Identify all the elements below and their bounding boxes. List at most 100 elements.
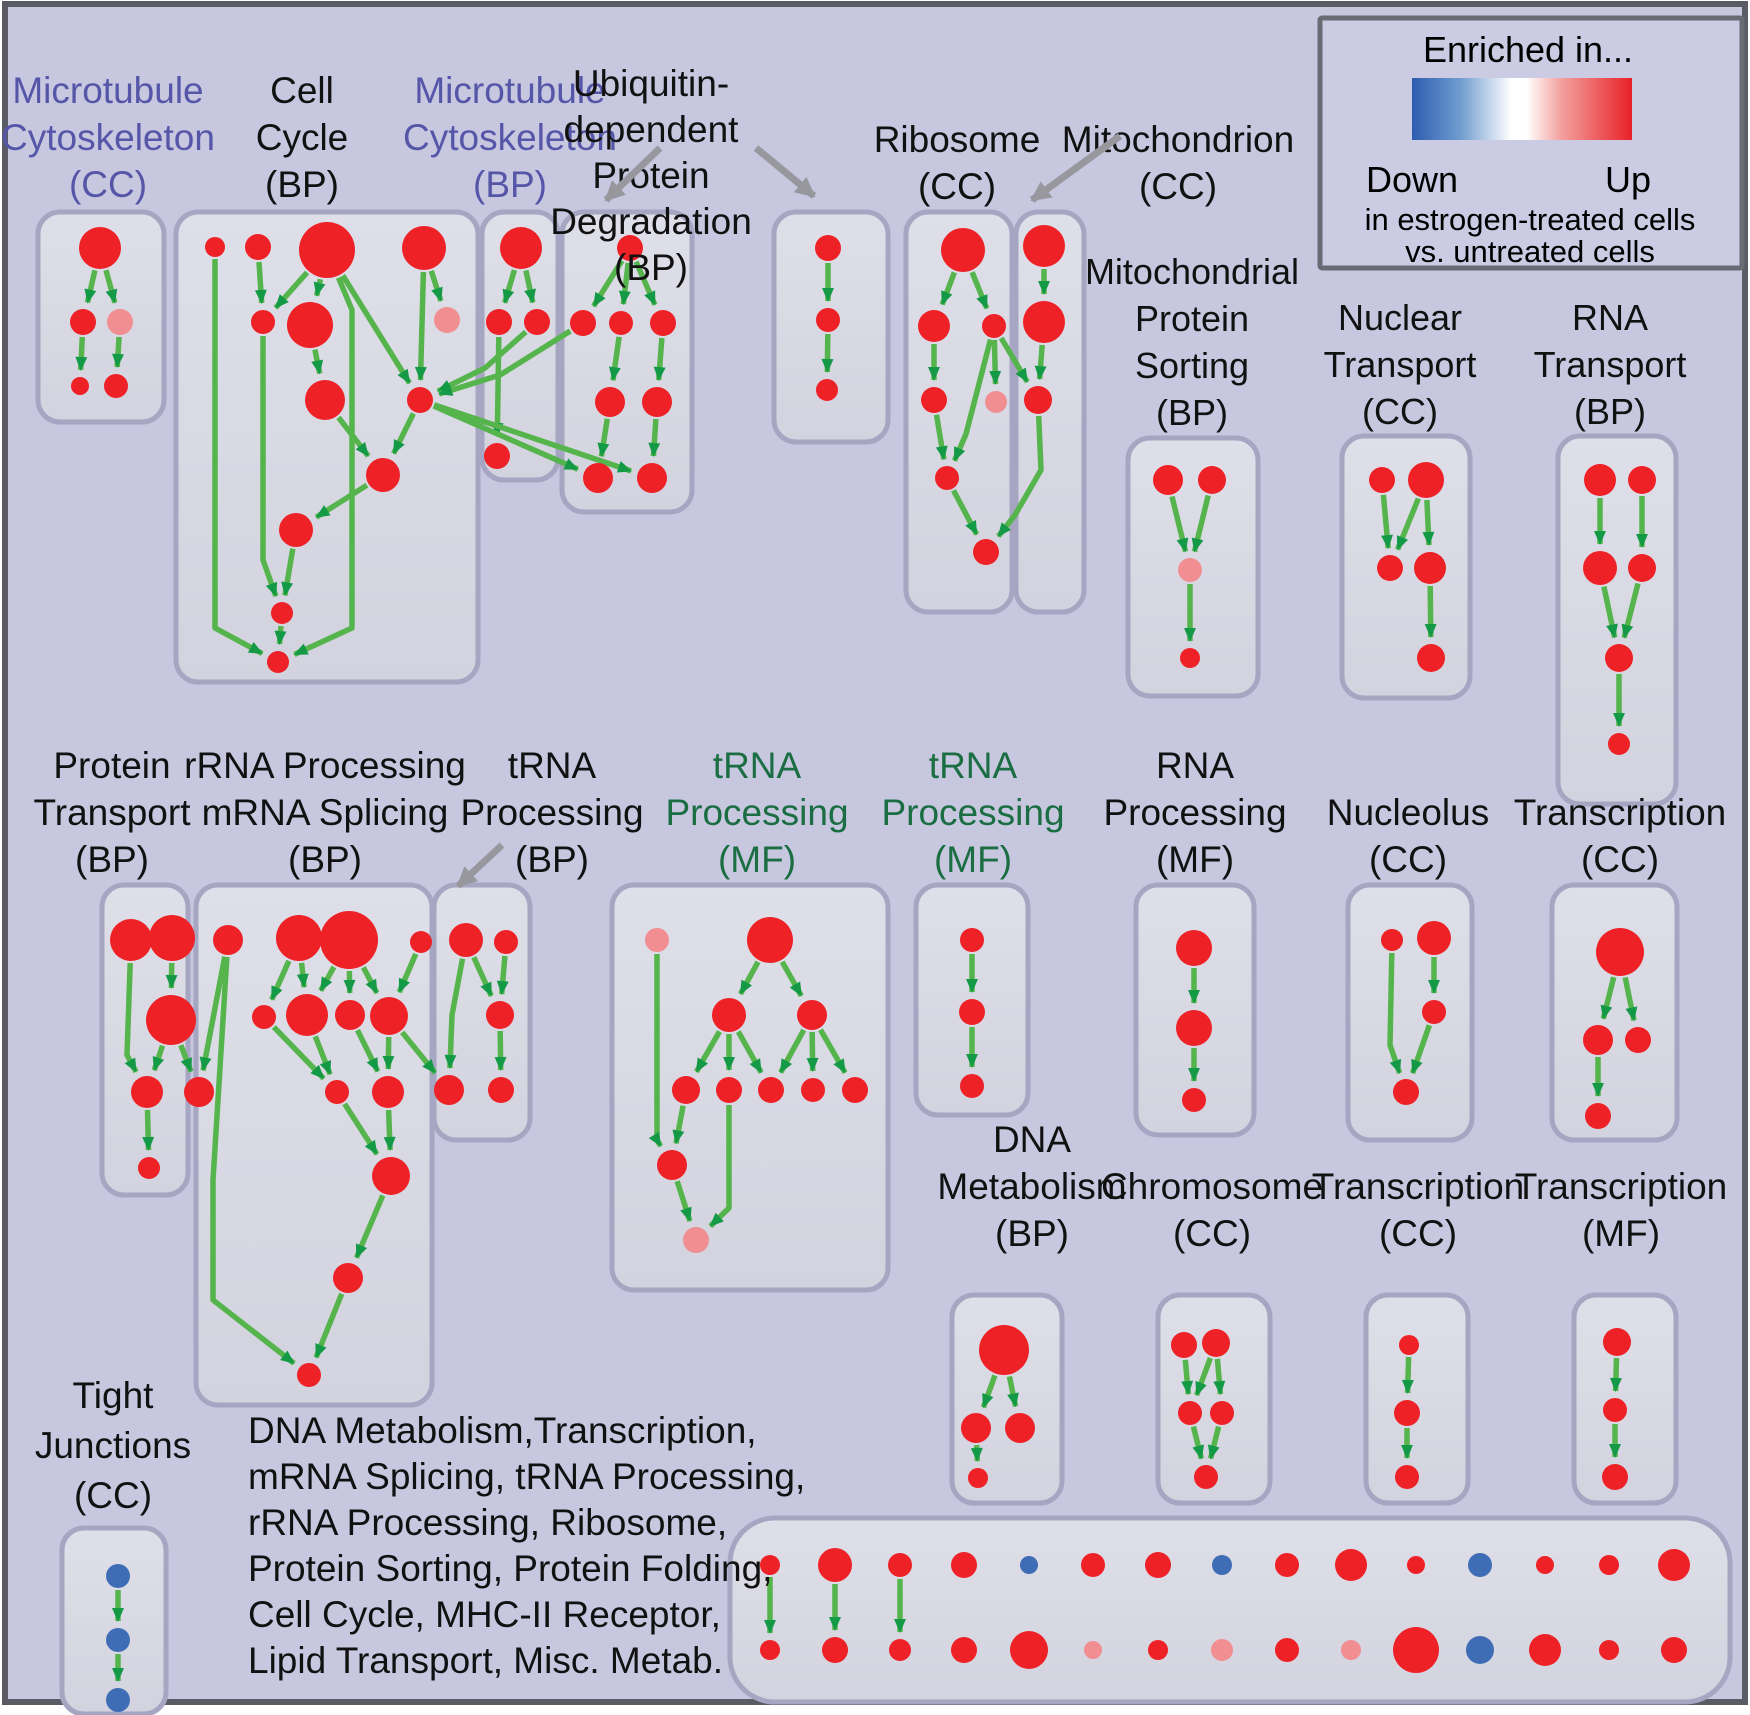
edge-arrow-ribo xyxy=(951,338,994,462)
go-term-node-transcc1 xyxy=(1596,928,1644,976)
go-term-node-ub1 xyxy=(609,311,633,335)
edge-arrow-cc xyxy=(414,271,427,381)
cluster-label-mtcc: Microtubule xyxy=(12,70,203,111)
edge-arrow-ribo xyxy=(969,271,990,310)
cluster-label-pt: Transport xyxy=(34,792,192,833)
edge-arrow-cc xyxy=(212,259,264,656)
go-term-node-transcc2 xyxy=(1394,1400,1420,1426)
cluster-box-nuct xyxy=(1339,433,1473,701)
misc-categories-text: mRNA Splicing, tRNA Processing, xyxy=(248,1456,805,1497)
go-term-node-transmf xyxy=(1603,1398,1627,1422)
go-term-node-rrna xyxy=(372,1157,410,1195)
cluster-box-misc-strip xyxy=(727,1515,1733,1705)
edge-arrow-cc xyxy=(293,276,355,657)
edge-arrow-mtcc xyxy=(84,269,98,304)
go-term-node-ub1 xyxy=(650,310,676,336)
edge-arrow-cc xyxy=(254,261,267,304)
go-term-node-nuct xyxy=(1377,555,1403,581)
go-term-node-ub1 xyxy=(570,310,596,336)
edge-arrow-ub1 xyxy=(618,262,631,306)
go-term-node-nuct xyxy=(1408,462,1444,498)
edge-arrow-pt xyxy=(124,962,139,1074)
edge-arrow-rrna xyxy=(360,966,380,995)
cross-edge-arrow xyxy=(433,402,633,474)
cluster-label-nucleolus: (CC) xyxy=(1369,839,1447,880)
go-term-node-nucleolus xyxy=(1381,929,1403,951)
cluster-label-rnapmf: Processing xyxy=(1103,792,1286,833)
strip-node-top xyxy=(1020,1556,1038,1574)
edge-arrow-cc xyxy=(273,270,310,310)
cluster-label-nuct: Transport xyxy=(1324,344,1477,385)
cluster-label-cc: (BP) xyxy=(265,164,339,205)
go-term-node-rnat xyxy=(1583,551,1617,585)
legend-subtitle-line1: in estrogen-treated cells xyxy=(1365,202,1696,237)
go-term-node-mito xyxy=(1023,301,1065,343)
go-term-node-rrna xyxy=(333,1263,363,1293)
strip-node-top xyxy=(760,1555,780,1575)
legend-title: Enriched in... xyxy=(1423,29,1633,70)
edge-arrow-rrna xyxy=(199,956,228,1072)
go-term-node-ub1 xyxy=(642,387,672,417)
edge-arrow-nucleolus xyxy=(1410,1024,1432,1075)
edge-arrow-mtcc xyxy=(75,336,88,371)
edge-arrow-rrna xyxy=(318,965,337,992)
go-term-node-cc xyxy=(267,651,289,673)
cross-edge-arrow xyxy=(996,415,1044,538)
go-term-node-cc xyxy=(366,458,400,492)
go-term-node-cc xyxy=(305,380,345,420)
strip-node-bottom xyxy=(1211,1639,1233,1661)
go-term-node-rnat xyxy=(1605,644,1633,672)
edge-arrow-trnamf1 xyxy=(806,1031,819,1072)
cluster-label-trnamf1: Processing xyxy=(665,792,848,833)
go-term-node-rrna xyxy=(320,911,378,969)
go-term-node-cc xyxy=(434,307,460,333)
edge-arrow-pt xyxy=(151,1044,166,1072)
go-term-node-trnamf2 xyxy=(960,1074,984,1098)
go-term-node-cc xyxy=(271,602,293,624)
go-term-node-trnamf1 xyxy=(747,917,793,963)
go-term-node-rrna xyxy=(276,915,322,961)
trna-bp-arrow xyxy=(455,842,505,889)
go-term-node-nuct xyxy=(1414,552,1446,584)
edge-arrow-trnamf1 xyxy=(818,1028,848,1074)
cluster-label-rnat: RNA xyxy=(1572,297,1648,338)
cluster-box-transcc2 xyxy=(1363,1292,1471,1506)
legend-gradient-bar xyxy=(1412,78,1632,140)
strip-node-top xyxy=(888,1553,912,1577)
edge-layer xyxy=(75,259,1648,1682)
cluster-label-nuct: (CC) xyxy=(1362,391,1438,432)
node-layer xyxy=(70,222,1690,1712)
go-term-node-pt xyxy=(138,1157,160,1179)
cluster-label-ub: dependent xyxy=(564,109,740,150)
go-term-node-rrna xyxy=(286,994,328,1036)
edge-arrow-trnamf1 xyxy=(735,1030,764,1074)
edge-arrow-chromosome xyxy=(1181,1359,1194,1396)
legend-down-label: Down xyxy=(1366,159,1458,200)
go-term-node-transcc1 xyxy=(1585,1103,1611,1129)
go-term-node-ub1 xyxy=(583,463,613,493)
go-term-node-ub1 xyxy=(637,463,667,493)
go-term-node-rrna xyxy=(252,1005,276,1029)
cluster-label-transcc2: (CC) xyxy=(1379,1213,1457,1254)
go-term-node-ribo xyxy=(982,314,1006,338)
edge-arrow-mtbp xyxy=(523,269,536,304)
edge-arrow-rrna xyxy=(342,1102,380,1156)
edge-arrow-nuct xyxy=(1380,494,1394,550)
go-term-node-tj xyxy=(106,1628,130,1652)
ubiquitin-left-arrow xyxy=(603,145,663,203)
edge-arrow-trnamf1 xyxy=(674,1180,693,1222)
strip-node-bottom xyxy=(1010,1631,1048,1669)
go-term-node-chromosome xyxy=(1171,1332,1197,1358)
cluster-label-pt: (BP) xyxy=(75,839,149,880)
cluster-label-transcc2: Transcription xyxy=(1312,1166,1524,1207)
go-term-node-rnat xyxy=(1608,733,1630,755)
go-term-node-nuct xyxy=(1369,467,1395,493)
cluster-label-ub: Degradation xyxy=(550,201,752,242)
go-term-node-trnamf1 xyxy=(801,1078,825,1102)
go-term-node-mito xyxy=(1023,225,1065,267)
cluster-label-trnabp: (BP) xyxy=(515,839,589,880)
go-term-node-rrna xyxy=(410,931,432,953)
go-term-node-transcc2 xyxy=(1395,1465,1419,1489)
go-term-node-trnamf1 xyxy=(683,1227,709,1253)
